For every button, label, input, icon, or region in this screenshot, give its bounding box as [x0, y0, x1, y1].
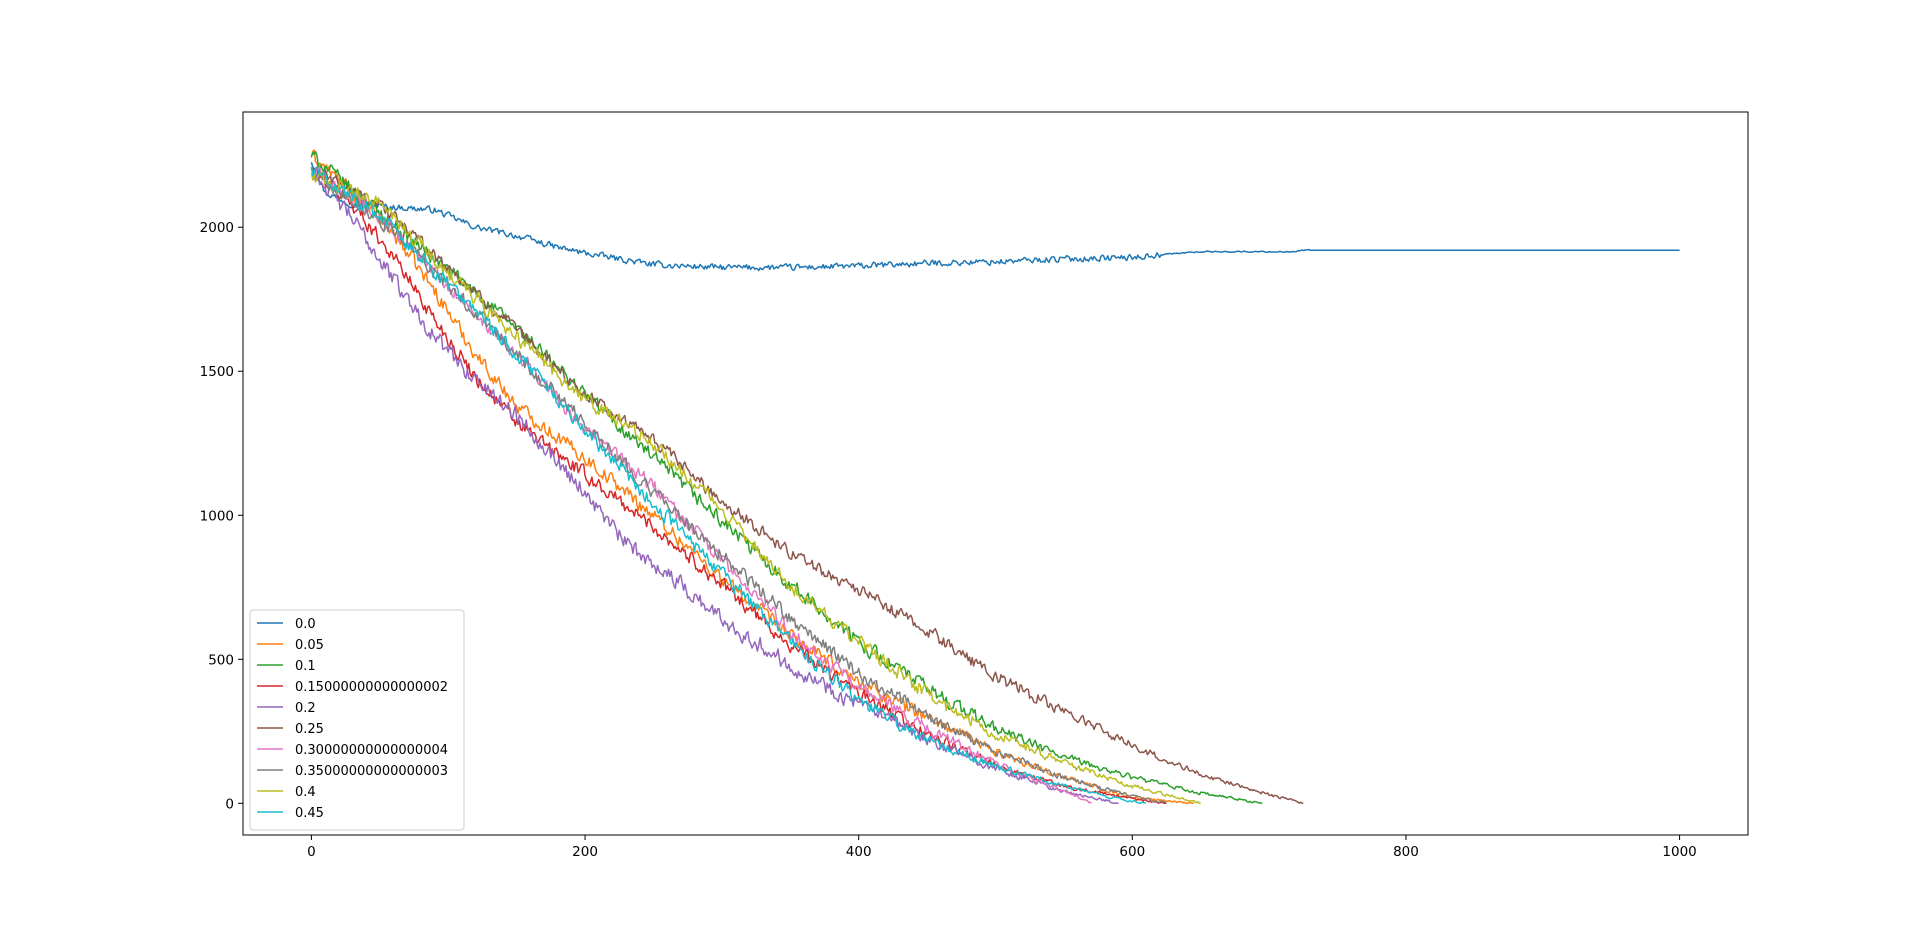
y-tick-label: 1000: [200, 508, 234, 524]
series-line: [311, 169, 1119, 805]
x-tick-label: 800: [1393, 844, 1419, 860]
y-axis: 0 500 1000 1500 2000: [200, 220, 243, 812]
legend-label: 0.15000000000000002: [295, 680, 448, 695]
legend-label: 0.2: [295, 701, 316, 716]
legend-label: 0.0: [295, 617, 316, 632]
series-line: [310, 167, 1304, 805]
x-tick-label: 400: [846, 844, 872, 860]
x-tick-label: 600: [1119, 844, 1145, 860]
x-tick-label: 1000: [1662, 844, 1696, 860]
x-tick-label: 0: [307, 844, 316, 860]
y-tick-label: 2000: [200, 220, 234, 236]
y-tick-label: 500: [208, 652, 234, 668]
legend-label: 0.30000000000000004: [295, 743, 448, 758]
series-line: [310, 166, 1147, 805]
plot-lines: [310, 149, 1680, 805]
series-line: [310, 167, 1167, 804]
x-tick-label: 200: [572, 844, 598, 860]
legend-label: 0.35000000000000003: [295, 764, 448, 779]
legend-label: 0.1: [295, 659, 316, 674]
series-line: [310, 171, 1201, 805]
legend-label: 0.25: [295, 722, 324, 737]
plot-frame: [242, 111, 1749, 836]
y-tick-label: 0: [225, 796, 234, 812]
series-line: [310, 161, 1680, 272]
legend-label: 0.05: [295, 638, 324, 653]
legend-label: 0.45: [295, 806, 324, 821]
legend-box: [249, 609, 465, 831]
legend-label: 0.4: [295, 785, 316, 800]
y-tick-label: 1500: [200, 364, 234, 380]
legend: 0.0 0.05 0.1 0.15000000000000002 0.2 0.25 0.30…: [249, 609, 465, 831]
x-axis: 0 200 400 600 800 1000: [307, 835, 1697, 860]
